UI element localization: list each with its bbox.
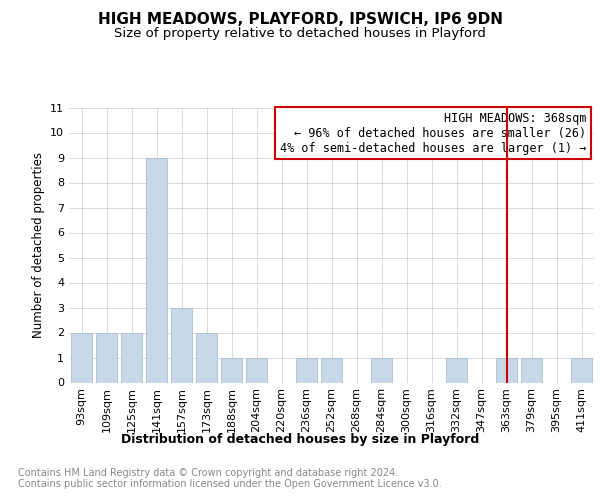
Bar [246,358,267,382]
Text: Contains HM Land Registry data © Crown copyright and database right 2024.
Contai: Contains HM Land Registry data © Crown c… [18,468,442,489]
Bar [321,358,342,382]
Bar [196,332,217,382]
Bar [146,158,167,382]
Bar [71,332,92,382]
Bar [96,332,117,382]
Bar [121,332,142,382]
Bar [496,358,517,382]
Bar [446,358,467,382]
Text: HIGH MEADOWS, PLAYFORD, IPSWICH, IP6 9DN: HIGH MEADOWS, PLAYFORD, IPSWICH, IP6 9DN [97,12,503,28]
Text: Size of property relative to detached houses in Playford: Size of property relative to detached ho… [114,28,486,40]
Bar [571,358,592,382]
Text: Distribution of detached houses by size in Playford: Distribution of detached houses by size … [121,432,479,446]
Bar [221,358,242,382]
Bar [371,358,392,382]
Text: HIGH MEADOWS: 368sqm
← 96% of detached houses are smaller (26)
4% of semi-detach: HIGH MEADOWS: 368sqm ← 96% of detached h… [280,112,586,154]
Bar [521,358,542,382]
Bar [296,358,317,382]
Y-axis label: Number of detached properties: Number of detached properties [32,152,44,338]
Bar [171,308,192,382]
